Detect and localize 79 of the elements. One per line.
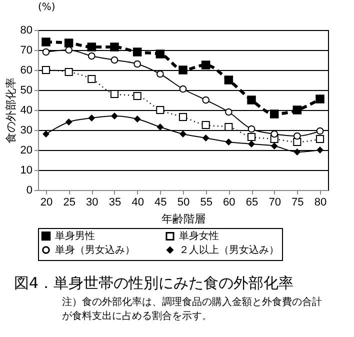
point [42,66,50,74]
x-tick-label: 55 [200,196,212,208]
point [88,52,96,60]
point [225,138,232,146]
point [292,106,302,114]
point [66,118,72,126]
y-tick-label: 0 [26,184,32,196]
point [110,56,118,64]
point [201,60,210,70]
point [156,50,165,58]
x-tick-label: 80 [314,196,327,208]
point [225,108,232,116]
x-tick-label: 30 [86,196,98,208]
point [270,110,279,118]
x-tick-label: 40 [132,196,144,208]
point [294,132,301,140]
point [202,120,210,130]
x-tick-label: 75 [292,196,304,208]
point [178,112,188,122]
point [132,48,142,56]
point [202,96,210,104]
legend-label: ２人以上（男女込み） [179,244,279,256]
point [247,96,256,104]
x-tick-label: 65 [246,196,258,208]
legend-label: 単身（男女込み） [55,244,135,256]
point [247,132,256,142]
point [202,134,210,142]
point [271,142,278,150]
text: (%) [38,2,56,13]
legend-label: 単身男性 [55,230,95,242]
point [316,146,324,154]
x-tick-label: 35 [108,196,122,208]
x-tick-label: 20 [40,196,53,208]
y-tick-label: 30 [20,124,32,136]
x-tick-label: 50 [177,196,190,208]
x-tick-label: 45 [154,196,167,208]
point [87,42,96,52]
y-tick-label: 50 [20,84,32,96]
point [248,140,255,148]
point [133,92,142,100]
point [42,38,50,46]
point [88,74,96,84]
point [111,112,118,120]
point [88,114,95,122]
point [316,127,324,135]
y-tick-label: 60 [20,64,32,76]
point [134,60,141,68]
point [248,125,256,133]
y-tick-label: 10 [20,164,32,176]
point [64,68,73,76]
point [270,130,278,138]
point [224,76,234,84]
point [156,106,164,114]
point [110,42,119,52]
point [316,134,324,144]
x-axis-title: 年齢階層 [162,212,206,226]
point [294,148,300,156]
point [179,85,187,93]
point [65,46,72,54]
point [178,66,188,74]
point [134,116,141,122]
y-tick-label: 40 [20,104,32,116]
point [156,70,164,78]
text: 注）食の外部化率は、調理食品の購入金額と外食費の合計が食料支出に占める割合を示す。 [62,296,323,324]
point [180,130,186,138]
y-tick-label: 70 [20,44,32,56]
x-tick-label: 60 [223,196,236,208]
point [42,130,50,138]
x-tick-label: 25 [63,196,76,208]
x-tick-label: 70 [268,196,281,208]
point [42,48,50,56]
y-tick-label: 20 [20,144,32,156]
point [316,94,324,104]
legend-label: 単身女性 [179,230,219,242]
text: 図4．単身世帯の性別にみた食の外部化率 [14,274,294,293]
point [156,124,164,130]
point [64,38,74,48]
y-tick-label: 80 [20,24,32,36]
y-axis-title: 食の外部化率 [4,78,18,144]
